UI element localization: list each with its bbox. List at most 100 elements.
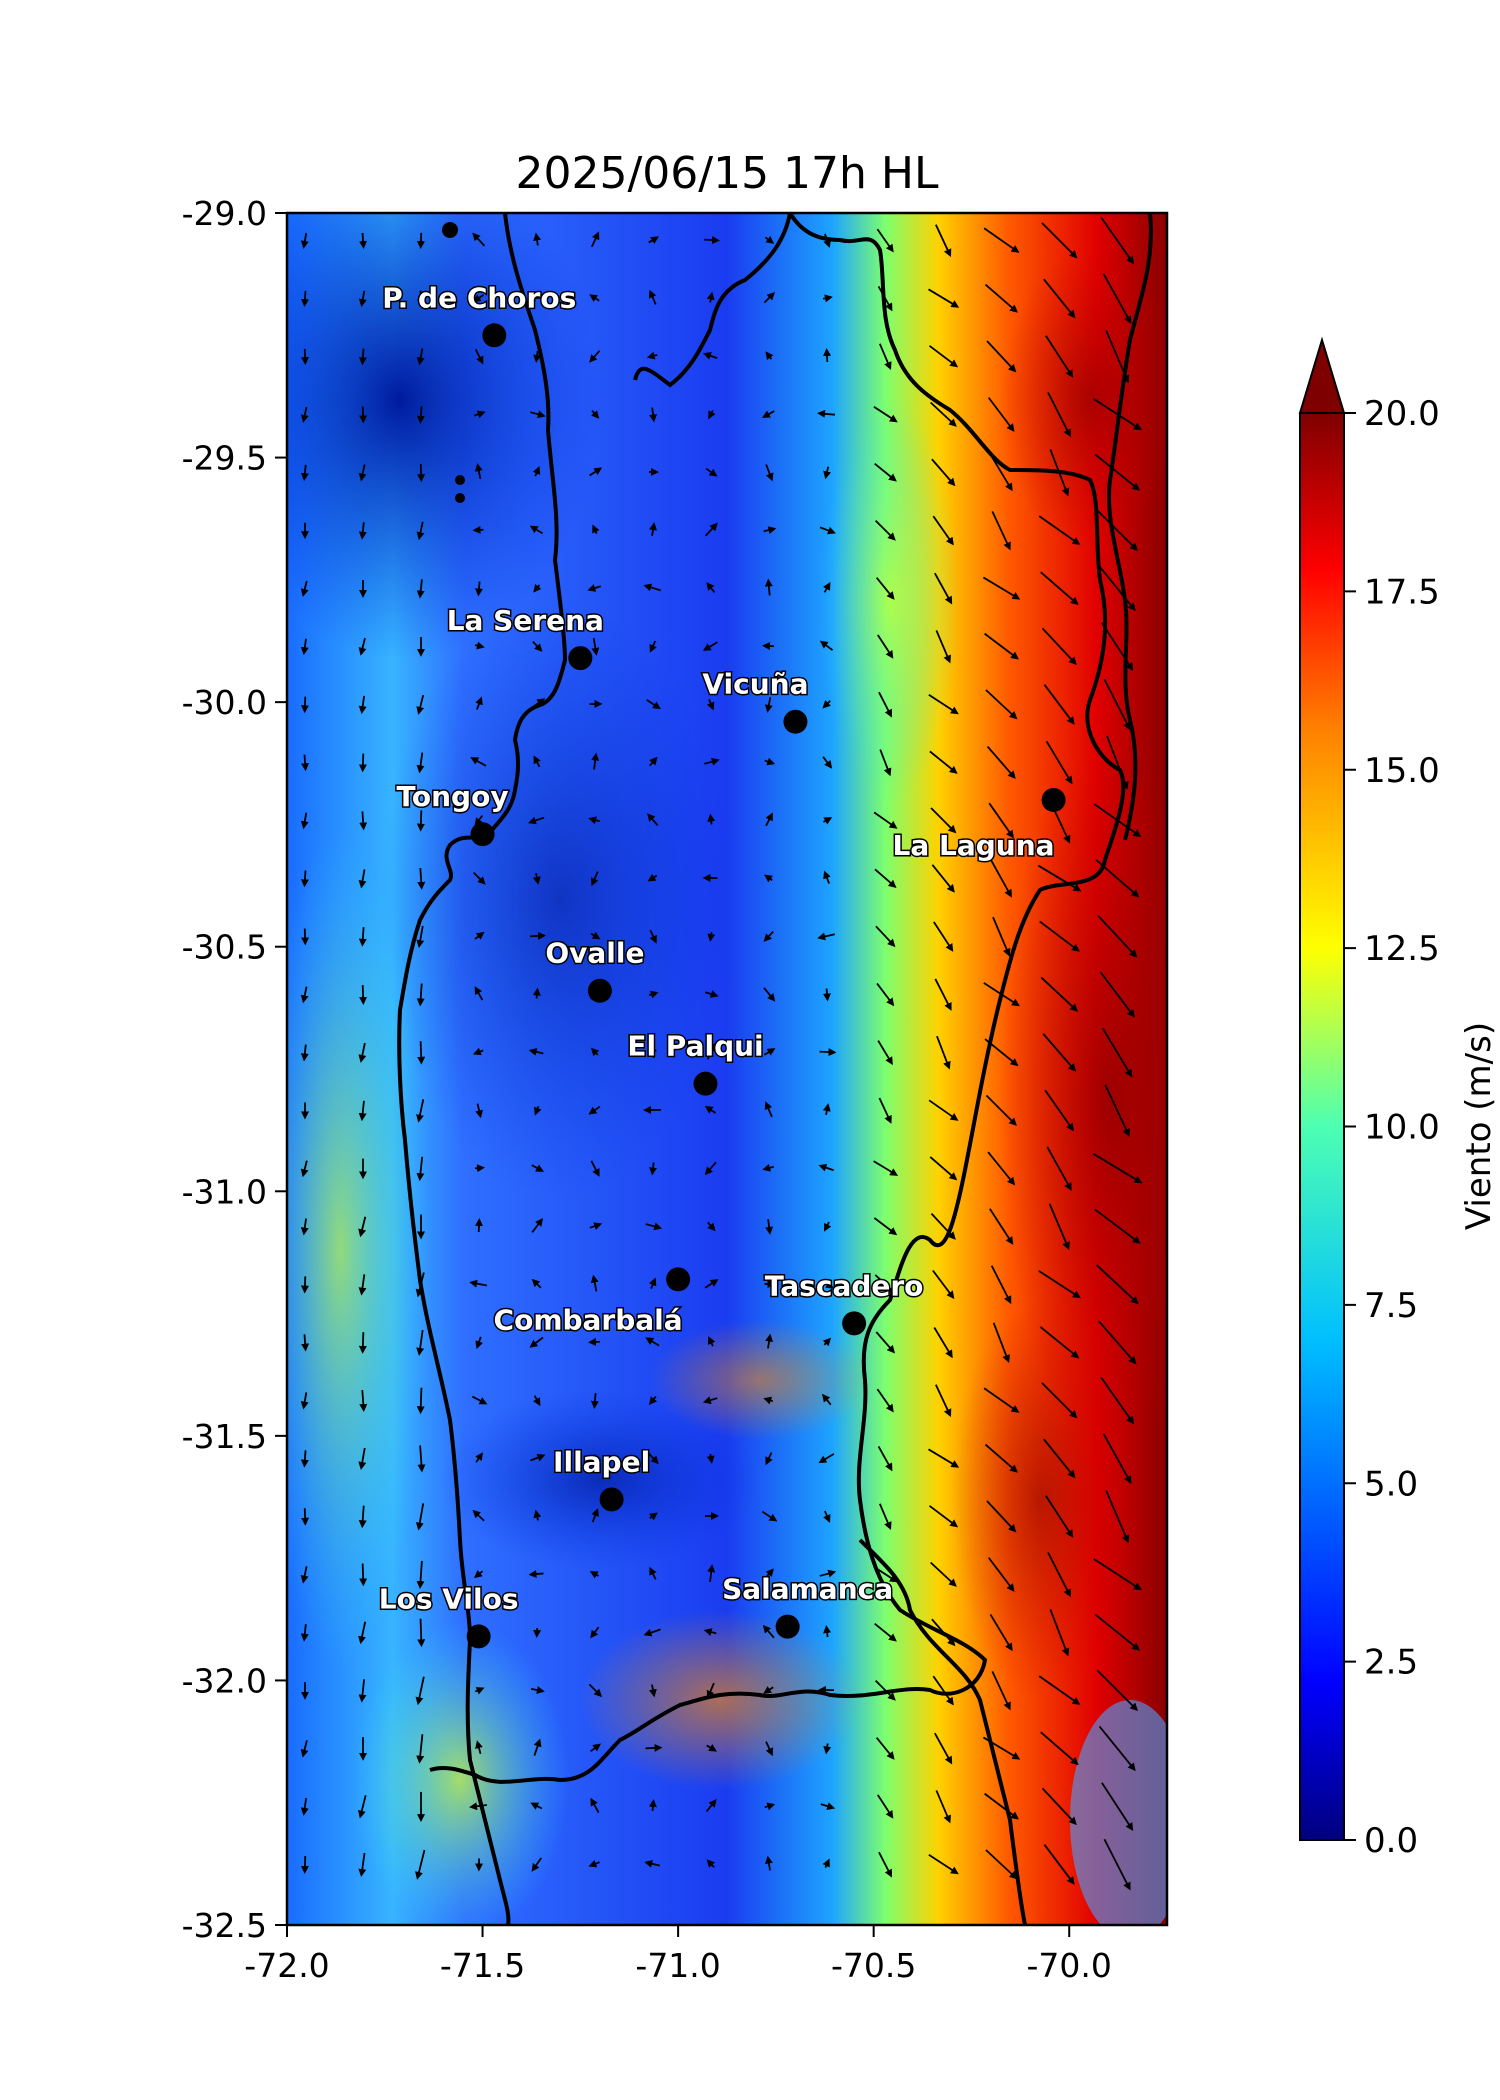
wind-arrow: [359, 811, 368, 831]
y-tick-label: -32.5: [182, 1906, 267, 1945]
wind-arrow: [300, 812, 309, 830]
wind-arrow: [875, 1331, 896, 1354]
wind-arrow: [649, 522, 657, 537]
wind-arrow: [931, 864, 955, 893]
wind-arrow: [935, 630, 951, 664]
wind-arrow: [708, 1336, 716, 1347]
wind-arrow: [935, 1384, 952, 1418]
colorbar-tick-label: 7.5: [1364, 1286, 1418, 1326]
wind-arrow: [984, 283, 1018, 313]
wind-arrow: [928, 1448, 960, 1468]
island-marker: [455, 493, 465, 503]
wind-arrow: [991, 1671, 1011, 1711]
wind-arrow: [531, 1164, 544, 1172]
wind-arrow: [591, 637, 600, 656]
wind-arrow: [532, 640, 543, 652]
wind-arrow: [819, 526, 836, 535]
wind-arrow: [590, 1626, 600, 1639]
wind-arrow: [590, 1274, 599, 1292]
wind-arrow: [983, 982, 1020, 1007]
wind-arrow: [648, 990, 659, 999]
wind-arrow: [1041, 1382, 1078, 1419]
wind-arrow: [873, 811, 898, 829]
wind-arrow: [589, 1571, 599, 1579]
wind-arrow: [1095, 859, 1140, 898]
wind-arrow: [300, 986, 309, 1004]
y-tick-label: -31.5: [182, 1417, 267, 1456]
x-tick-label: -71.0: [635, 1946, 720, 1985]
city-label: Tascadero: [765, 1269, 924, 1302]
wind-arrow: [358, 637, 367, 656]
wind-arrow: [358, 1042, 367, 1063]
wind-arrow: [649, 1044, 657, 1059]
wind-arrow: [359, 1563, 368, 1587]
wind-arrow: [1038, 515, 1081, 545]
wind-arrow: [879, 749, 892, 777]
wind-arrow: [1048, 1203, 1070, 1251]
regional-border: [858, 1538, 1027, 1925]
wind-arrow: [358, 348, 367, 366]
wind-arrow: [416, 406, 425, 424]
wind-arrow: [646, 699, 661, 710]
wind-arrow: [1094, 453, 1141, 491]
wind-arrow: [648, 1799, 657, 1812]
wind-arrow: [590, 1797, 600, 1813]
wind-arrow: [358, 1216, 367, 1238]
colorbar-tick-label: 0.0: [1364, 1821, 1418, 1861]
wind-arrow: [874, 1274, 897, 1295]
wind-arrow: [707, 931, 716, 942]
colorbar-ticks: 0.0 2.5 5.0 7.5 10.0 12.5 15.0 17.5 20.0: [1344, 394, 1440, 1861]
wind-arrow: [590, 1160, 600, 1177]
wind-arrow: [1100, 1376, 1135, 1425]
wind-arrow: [529, 931, 546, 940]
x-axis: -72.0 -71.5 -71.0 -70.5 -70.0: [244, 1925, 1112, 1985]
wind-arrow: [1040, 1731, 1079, 1766]
wind-arrow: [930, 807, 957, 834]
wind-arrow: [472, 232, 486, 247]
wind-arrow: [533, 1509, 542, 1521]
wind-arrow: [818, 1163, 834, 1172]
wind-arrow: [471, 1395, 488, 1405]
wind-arrow: [590, 871, 599, 887]
wind-arrow: [590, 410, 600, 419]
wind-arrow: [417, 290, 426, 308]
colorbar-tick-label: 10.0: [1364, 1108, 1440, 1148]
wind-arrow: [935, 224, 952, 258]
wind-arrow: [474, 1164, 485, 1173]
wind-arrow: [1044, 1089, 1074, 1132]
wind-arrow: [704, 1279, 719, 1289]
wind-arrow: [877, 634, 894, 659]
wind-arrow: [763, 291, 776, 304]
wind-arrow: [1039, 920, 1080, 952]
wind-arrow: [532, 872, 541, 885]
wind-arrow: [416, 348, 425, 366]
wind-arrow: [416, 810, 425, 832]
wind-arrow: [873, 1217, 898, 1236]
wind-arrow: [928, 345, 959, 368]
city-dot: [783, 709, 808, 734]
wind-arrow: [985, 1094, 1017, 1126]
wind-arrow: [417, 1445, 426, 1473]
wind-arrow: [588, 1683, 603, 1698]
wind-arrow: [358, 1621, 367, 1645]
wind-arrow: [416, 694, 425, 715]
wind-arrow: [417, 463, 426, 483]
wind-arrow: [876, 982, 895, 1007]
wind-arrow: [589, 350, 601, 363]
wind-arrow: [823, 817, 833, 825]
wind-arrow: [301, 928, 310, 946]
city-label: La Laguna: [893, 829, 1055, 862]
wind-arrow: [874, 462, 897, 482]
wind-arrow: [643, 1628, 661, 1637]
wind-arrow: [983, 1387, 1020, 1413]
wind-arrow: [706, 291, 715, 303]
wind-arrow: [1049, 449, 1070, 497]
colorbar-tick-label: 15.0: [1364, 751, 1440, 791]
wind-arrow: [1101, 1027, 1133, 1078]
y-tick-label: -29.0: [182, 194, 267, 233]
wind-arrow: [300, 1392, 309, 1410]
wind-arrow: [765, 464, 774, 482]
wind-arrow: [358, 1505, 367, 1529]
wind-arrow: [530, 1686, 545, 1694]
wind-arrow: [823, 466, 832, 480]
